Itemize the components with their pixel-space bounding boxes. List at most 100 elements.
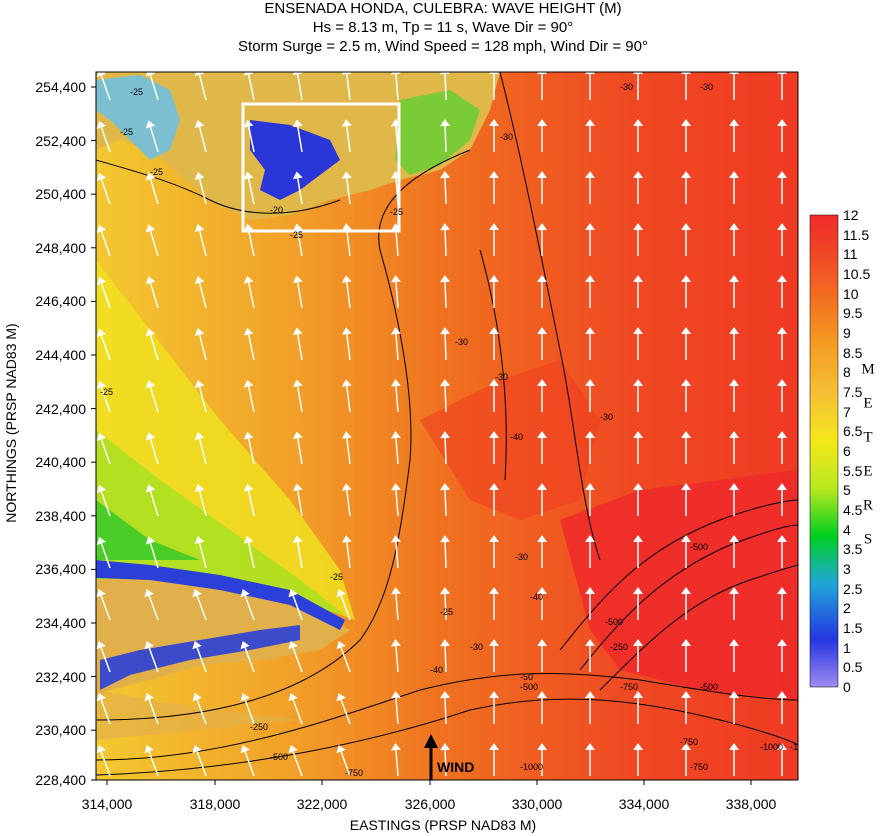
contour-label: -30 xyxy=(515,552,528,562)
direction-arrow xyxy=(729,587,739,620)
direction-arrow xyxy=(145,536,159,569)
direction-arrow xyxy=(144,692,159,725)
direction-arrow xyxy=(489,223,499,256)
direction-arrow xyxy=(243,379,255,413)
direction-arrow xyxy=(96,692,111,725)
colorbar-label: 11 xyxy=(843,246,858,263)
direction-arrow xyxy=(489,743,499,776)
direction-arrow xyxy=(390,379,401,413)
direction-arrow xyxy=(292,431,303,465)
colorbar-label: 7.5 xyxy=(843,384,863,400)
y-tick-label: 230,400 xyxy=(35,722,86,739)
direction-arrow xyxy=(240,588,255,621)
contour-label: -750 xyxy=(690,762,708,772)
contour-label: -750 xyxy=(620,682,638,692)
units-letter: T xyxy=(863,429,873,446)
colorbar-label: 9 xyxy=(843,325,851,341)
direction-arrow xyxy=(633,691,643,724)
contour-label: -1250 xyxy=(790,742,813,752)
direction-arrow xyxy=(96,744,111,777)
direction-arrow xyxy=(336,640,351,673)
x-tick-label: 326,000 xyxy=(404,796,456,812)
direction-arrow xyxy=(777,327,787,360)
direction-arrow xyxy=(145,276,159,309)
direction-arrow xyxy=(537,587,547,620)
contour-label: -25 xyxy=(150,167,163,177)
direction-arrow xyxy=(585,275,595,308)
direction-arrow xyxy=(489,639,499,672)
y-axis-label: NORTHINGS (PRSP NAD83 M) xyxy=(3,323,19,523)
contour-label: -30 xyxy=(495,372,508,382)
direction-arrow xyxy=(681,691,691,724)
direction-arrow xyxy=(145,328,159,361)
contour-label: -30 xyxy=(455,337,468,347)
units-letter: S xyxy=(863,531,873,548)
direction-arrow xyxy=(729,223,739,256)
direction-arrow xyxy=(96,276,111,309)
direction-arrow xyxy=(243,327,255,361)
direction-arrow xyxy=(681,223,691,256)
contour-label: -25 xyxy=(330,572,343,582)
direction-arrow xyxy=(243,171,255,205)
direction-arrow xyxy=(341,327,352,361)
direction-arrow xyxy=(194,432,207,465)
direction-arrow xyxy=(633,223,643,256)
direction-arrow xyxy=(194,328,207,361)
contour-label: -1000 xyxy=(520,762,543,772)
direction-arrow xyxy=(633,535,643,568)
direction-arrow xyxy=(341,223,352,257)
contour-label: -1000 xyxy=(760,742,783,752)
contour-label: -500 xyxy=(605,617,623,627)
chart-subtitle-1: Hs = 8.13 m, Tp = 11 s, Wave Dir = 90° xyxy=(312,19,574,36)
contour-label: -30 xyxy=(600,412,613,422)
direction-arrow xyxy=(243,483,255,517)
y-tick-label: 236,400 xyxy=(35,561,86,578)
direction-arrow xyxy=(440,535,451,569)
direction-arrow xyxy=(585,535,595,568)
direction-arrow xyxy=(633,379,643,412)
direction-arrow xyxy=(729,691,739,724)
contour-label: -40 xyxy=(430,665,443,675)
direction-arrow xyxy=(390,691,401,725)
contour-label: -750 xyxy=(345,768,363,778)
direction-arrow xyxy=(729,483,739,516)
direction-arrow xyxy=(585,483,595,516)
study-area-box xyxy=(241,102,401,233)
direction-arrow xyxy=(341,379,352,413)
colorbar-label: 6.5 xyxy=(843,423,863,440)
direction-arrow xyxy=(440,379,451,413)
contour-label: -500 xyxy=(270,752,288,762)
colorbar-label: 2 xyxy=(843,600,851,617)
direction-arrow xyxy=(440,431,451,465)
direction-arrow xyxy=(585,431,595,464)
direction-arrow xyxy=(96,536,111,569)
direction-arrow xyxy=(777,119,787,152)
direction-arrows xyxy=(96,72,787,777)
contour-label: -25 xyxy=(390,207,403,217)
direction-arrow xyxy=(194,224,207,257)
y-tick-label: 232,400 xyxy=(35,668,86,685)
colorbar-label: 8.5 xyxy=(843,344,863,361)
direction-arrow xyxy=(96,328,111,361)
direction-arrow xyxy=(777,431,787,464)
colorbar-label: 2.5 xyxy=(843,580,863,597)
colorbar-label: 4.5 xyxy=(843,502,863,518)
direction-arrow xyxy=(288,744,303,777)
direction-arrow xyxy=(336,744,351,777)
x-tick-label: 314,000 xyxy=(81,796,133,812)
colorbar-label: 1 xyxy=(843,639,851,656)
direction-arrow xyxy=(440,587,451,621)
direction-arrow xyxy=(243,119,255,153)
direction-arrow xyxy=(729,639,739,672)
x-axis-label: EASTINGS (PRSP NAD83 M) xyxy=(349,817,537,833)
ensenada-honda-bay xyxy=(250,120,340,200)
colorbar-label: 8 xyxy=(843,364,851,381)
colorbar-label: 6 xyxy=(843,443,851,459)
y-tick-label: 248,400 xyxy=(35,239,86,256)
colorbar-label: 0.5 xyxy=(843,659,863,676)
y-tick-label: 240,400 xyxy=(35,454,86,471)
direction-arrow xyxy=(489,535,499,568)
contour-label: -25 xyxy=(290,230,303,240)
direction-arrow xyxy=(145,172,159,205)
direction-arrow xyxy=(681,119,691,152)
